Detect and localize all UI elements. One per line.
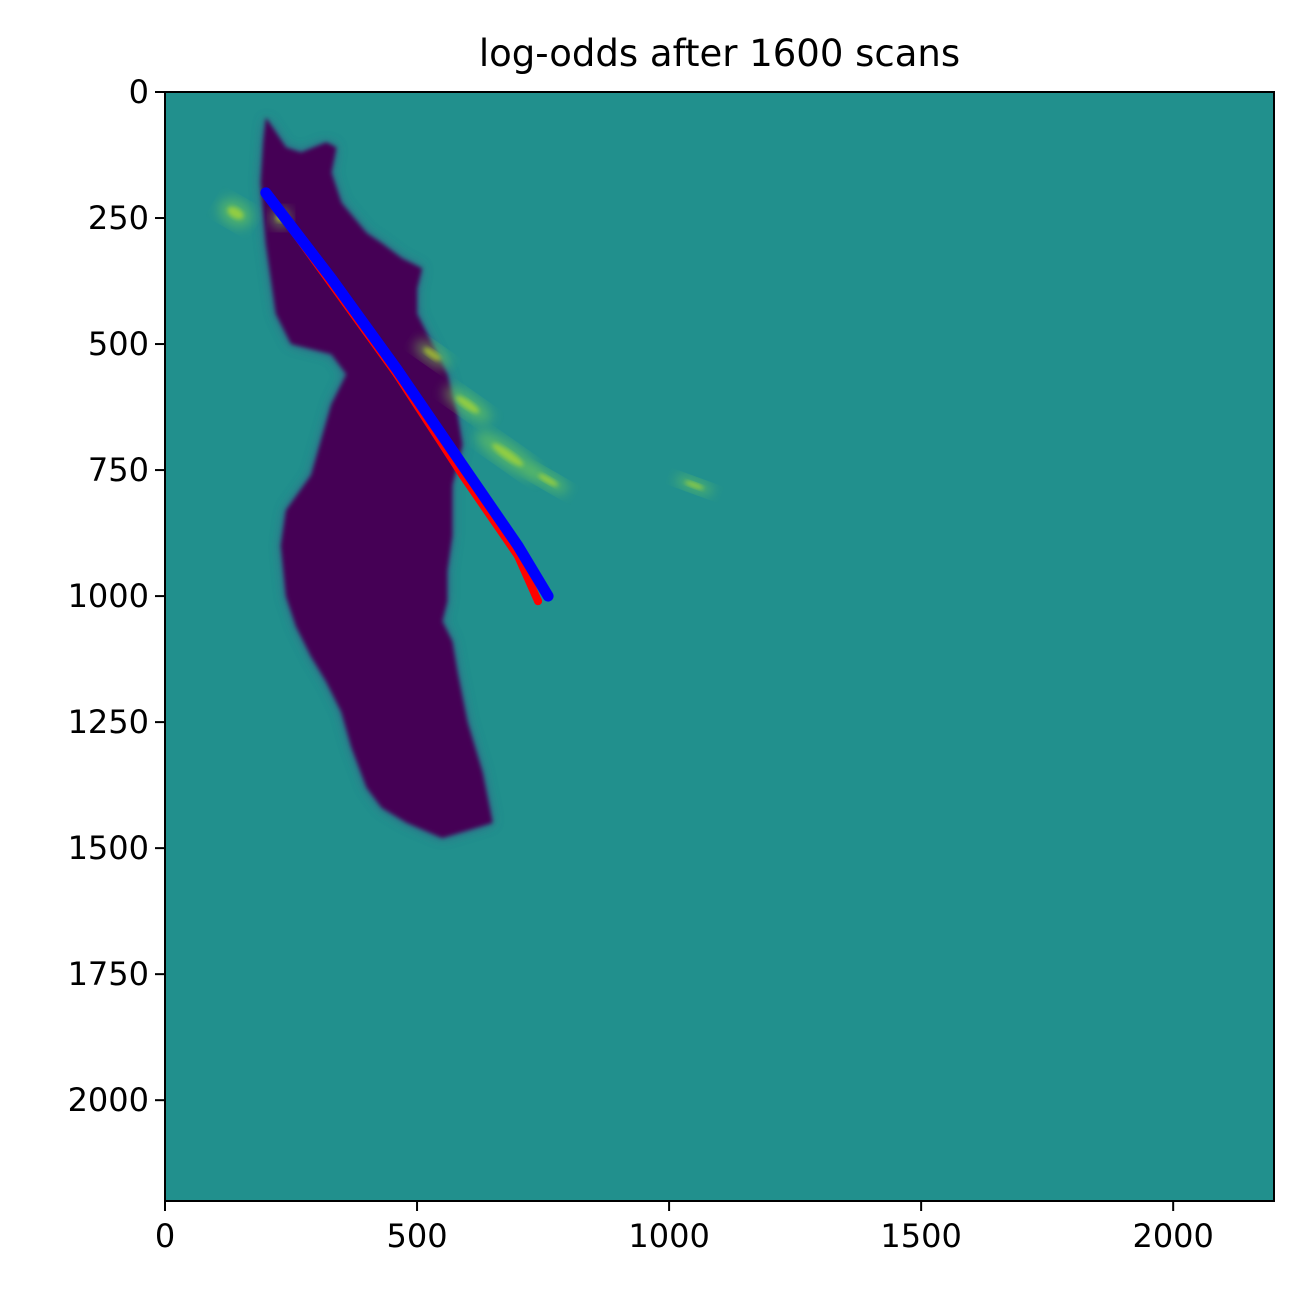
occupied-patch <box>675 476 714 495</box>
y-tick-label: 250 <box>88 199 149 237</box>
x-tick-label: 2000 <box>1132 1217 1213 1255</box>
occupied-patch <box>219 198 253 228</box>
x-tick-label: 1000 <box>628 1217 709 1255</box>
occupied-patch <box>476 431 540 479</box>
occupied-patch <box>528 467 569 494</box>
trajectory-point <box>543 591 554 602</box>
trajectory-point <box>326 273 337 284</box>
y-tick-label: 1500 <box>68 829 149 867</box>
y-axis: 0 250 500 750 1000 1250 1500 1750 2000 <box>68 73 165 1119</box>
trajectory-point <box>457 460 468 471</box>
trajectory-point <box>260 187 271 198</box>
occupied-patch-core <box>492 443 524 467</box>
trajectory-line <box>260 187 554 602</box>
x-axis: 0 500 1000 1500 2000 <box>155 1201 1214 1255</box>
y-tick-label: 750 <box>88 451 149 489</box>
free-space-region <box>260 117 493 839</box>
plot-frame <box>164 91 1275 1202</box>
x-tick-label: 0 <box>155 1217 175 1255</box>
trajectory-point <box>391 364 402 375</box>
occupied-patch <box>444 386 491 423</box>
series-layer <box>260 187 554 606</box>
trajectory-point <box>534 597 543 606</box>
y-tick-label: 1750 <box>68 955 149 993</box>
heatmap-layers <box>219 117 714 839</box>
chart-title: log-odds after 1600 scans <box>479 32 960 75</box>
occupied-patch-core <box>684 481 704 490</box>
trajectory-point <box>512 540 523 551</box>
x-tick-label: 500 <box>387 1217 448 1255</box>
occupied-patch-core <box>227 206 244 220</box>
y-tick-label: 2000 <box>68 1081 149 1119</box>
occupied-patch-core <box>423 347 441 361</box>
occupied-patch-core <box>455 395 480 414</box>
y-tick-label: 0 <box>129 73 149 111</box>
y-tick-label: 1000 <box>68 577 149 615</box>
occupied-patch <box>414 340 450 368</box>
y-tick-label: 1250 <box>68 703 149 741</box>
occupied-patch-core <box>538 473 559 487</box>
plot-area <box>165 92 1274 1201</box>
y-tick-label: 500 <box>88 325 149 363</box>
x-tick-label: 1500 <box>880 1217 961 1255</box>
